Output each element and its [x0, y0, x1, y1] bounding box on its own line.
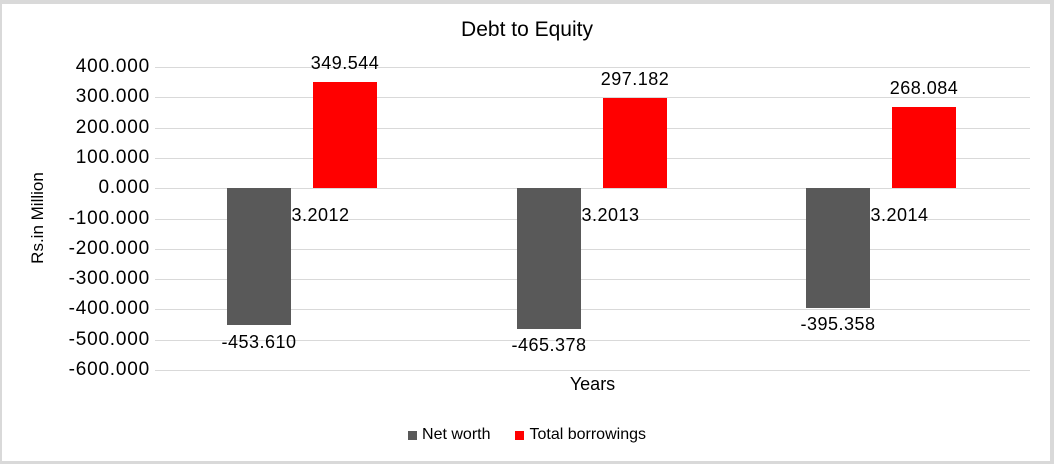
y-tick-label: -600.000 [68, 359, 150, 380]
bar-total-borrowings-31-03-2013[interactable] [603, 98, 667, 188]
data-label-total-borrowings-31-03-2014: 268.084 [889, 78, 959, 98]
y-tick-label: 100.000 [75, 147, 150, 168]
y-tick-label: -300.000 [68, 268, 150, 289]
legend-item-net-worth[interactable]: Net worth [408, 426, 490, 444]
y-tick-label: 300.000 [75, 86, 150, 107]
gridline--300.000 [155, 279, 1030, 280]
gridline--400.000 [155, 309, 1030, 310]
frame-border-bottom [0, 461, 1054, 464]
bar-total-borrowings-31-03-2012[interactable] [313, 82, 377, 188]
legend-label-total-borrowings: Total borrowings [529, 426, 646, 443]
data-label-net-worth-31-03-2012: -453.610 [221, 332, 297, 352]
data-label-total-borrowings-31-03-2012: 349.544 [310, 53, 380, 73]
y-tick-label: -400.000 [68, 298, 150, 319]
bar-total-borrowings-31-03-2014[interactable] [892, 107, 956, 188]
gridline-0.000 [155, 188, 1030, 189]
frame-border-left [0, 0, 2, 464]
gridline-300.000 [155, 97, 1030, 98]
gridline--500.000 [155, 340, 1030, 341]
bar-net-worth-31-03-2012[interactable] [227, 188, 291, 325]
frame-border-right [1050, 0, 1054, 464]
gridline--100.000 [155, 219, 1030, 220]
gridline--200.000 [155, 249, 1030, 250]
legend-label-net-worth: Net worth [422, 426, 491, 443]
y-tick-label: -500.000 [68, 329, 150, 350]
legend: Net worth Total borrowings [0, 426, 1054, 444]
gridline-100.000 [155, 158, 1030, 159]
gridline--600.000 [155, 370, 1030, 371]
data-label-net-worth-31-03-2014: -395.358 [800, 314, 876, 334]
gridline-400.000 [155, 67, 1030, 68]
y-tick-label: -100.000 [68, 208, 150, 229]
data-label-net-worth-31-03-2013: -465.378 [511, 335, 587, 355]
legend-swatch-total-borrowings [515, 430, 525, 440]
legend-item-total-borrowings[interactable]: Total borrowings [515, 426, 646, 444]
data-label-total-borrowings-31-03-2013: 297.182 [600, 69, 670, 89]
y-tick-label: -200.000 [68, 238, 150, 259]
y-tick-label: 200.000 [75, 117, 150, 138]
legend-swatch-net-worth [408, 430, 418, 440]
bar-net-worth-31-03-2014[interactable] [806, 188, 870, 308]
gridline-200.000 [155, 128, 1030, 129]
frame-border-top [0, 0, 1054, 4]
bar-net-worth-31-03-2013[interactable] [517, 188, 581, 329]
y-tick-label: 400.000 [75, 56, 150, 77]
chart-title: Debt to Equity [461, 18, 593, 41]
x-axis-title: Years [569, 374, 616, 394]
y-tick-label: 0.000 [98, 177, 150, 198]
